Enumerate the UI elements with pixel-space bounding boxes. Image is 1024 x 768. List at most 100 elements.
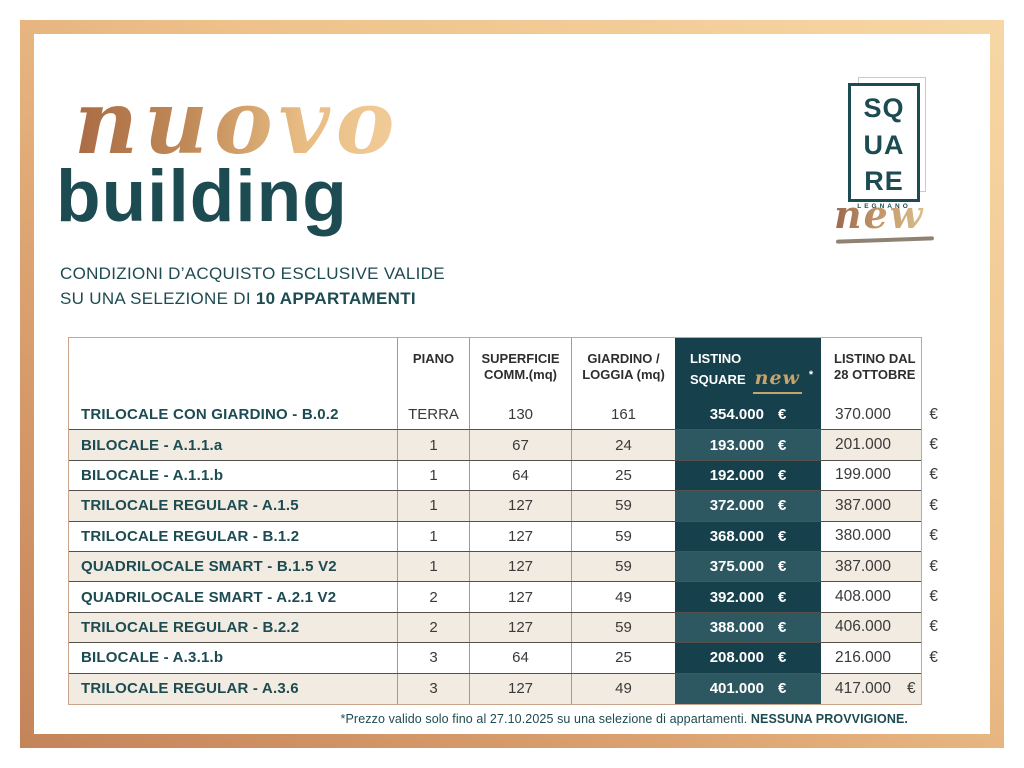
header-listino-square: LISTINO SQUARE new * (675, 338, 821, 400)
table-row: TRILOCALE REGULAR - B.2.2 2 127 59 388.000 €4… (69, 612, 938, 644)
apartment-name: TRILOCALE REGULAR - B.2.2 (81, 618, 300, 636)
listino-square-value: 354.000 (709, 406, 764, 424)
header-superficie-line1: SUPERFICIE (481, 351, 560, 366)
apartment-name: TRILOCALE REGULAR - B.1.2 (81, 527, 300, 545)
listino-square-value: 192.000 (709, 466, 764, 484)
euro-sign: € (929, 496, 938, 514)
header-piano-label: PIANO (412, 351, 455, 366)
header-superficie: SUPERFICIE COMM.(mq) (469, 338, 571, 400)
logo-city: LEGNANO (851, 203, 917, 210)
header-listino-line1: LISTINO (690, 351, 742, 366)
piano-value: 3 (397, 673, 469, 704)
euro-sign: € (777, 558, 787, 576)
header-listino-line2: SQUARE new * (690, 367, 813, 394)
header-new-script: new (752, 367, 802, 394)
listino-square-price: 375.000 € (675, 551, 821, 582)
piano-value: 1 (397, 491, 469, 521)
footer-note: *Prezzo valido solo fino al 27.10.2025 s… (68, 712, 908, 726)
apartment-name: BILOCALE - A.1.1.b (81, 466, 224, 484)
header-listino-dal: LISTINO DAL 28 OTTOBRE (821, 338, 921, 400)
header-giardino-line2: LOGGIA (mq) (582, 367, 665, 383)
table-row: TRILOCALE REGULAR - A.1.5 1 127 59 372.000 €3… (69, 491, 938, 522)
apartment-name: TRILOCALE REGULAR - A.3.6 (81, 680, 299, 698)
piano-value: 3 (397, 643, 469, 673)
subtitle-line1: CONDIZIONI D’ACQUISTO ESCLUSIVE VALIDE (60, 264, 445, 283)
piano-value: 1 (397, 551, 469, 582)
subtitle: CONDIZIONI D’ACQUISTO ESCLUSIVE VALIDE S… (60, 262, 445, 311)
table-body: TRILOCALE CON GIARDINO - B.0.2 TERRA 130 16… (69, 400, 938, 704)
apartment-name: TRILOCALE CON GIARDINO - B.0.2 (81, 406, 339, 424)
superficie-value: 64 (469, 643, 571, 673)
giardino-value: 59 (571, 612, 675, 643)
pricing-table: PIANO SUPERFICIE COMM.(mq) GIARDINO / LO… (68, 337, 938, 705)
listino-dal-price: 417.000 € (821, 674, 921, 704)
euro-sign: € (929, 466, 938, 484)
listino-square-price: 208.000 € (675, 643, 821, 673)
listino-dal-price: 406.000 € (821, 613, 938, 642)
piano-value: 2 (397, 582, 469, 612)
listino-square-value: 372.000 (709, 497, 764, 515)
superficie-value: 130 (469, 400, 571, 430)
table-row: BILOCALE - A.1.1.b 1 64 25 192.000 €199.000 € (69, 460, 938, 492)
superficie-value: 127 (469, 521, 571, 551)
listino-dal-value: 370.000 (835, 405, 892, 423)
header-square-word: SQUARE (690, 372, 746, 388)
square-logo: SQ UA RE LEGNANO (848, 83, 920, 210)
listino-dal-value: 387.000 (835, 496, 892, 514)
euro-sign: € (777, 466, 787, 484)
superficie-value: 127 (469, 673, 571, 704)
header-piano: PIANO (397, 338, 469, 400)
listino-dal-value: 417.000 (835, 679, 892, 697)
euro-sign: € (777, 649, 787, 667)
header-dal-line2: 28 OTTOBRE (834, 367, 916, 383)
listino-dal-value: 406.000 (835, 618, 892, 636)
apartment-name: BILOCALE - A.3.1.b (81, 649, 224, 667)
header-giardino-line1: GIARDINO / (587, 351, 660, 366)
table-row: TRILOCALE REGULAR - B.1.2 1 127 59 368.000 €3… (69, 521, 938, 552)
table-row: QUADRILOCALE SMART - A.2.1 V2 2 127 49 392.0… (69, 582, 938, 613)
header-asterisk: * (808, 369, 814, 382)
giardino-value: 49 (571, 582, 675, 612)
euro-sign: € (929, 648, 938, 666)
title-script-nuovo: nuovo (74, 70, 401, 174)
piano-value: 1 (397, 430, 469, 460)
euro-sign: € (929, 436, 938, 454)
logo-line-2: UA (863, 129, 905, 160)
listino-dal-value: 201.000 (835, 436, 892, 454)
giardino-value: 25 (571, 460, 675, 491)
giardino-value: 24 (571, 430, 675, 460)
footer-note-bold: NESSUNA PROVVIGIONE. (750, 712, 908, 726)
listino-square-value: 375.000 (709, 558, 764, 576)
listino-square-value: 368.000 (709, 527, 764, 545)
superficie-value: 127 (469, 612, 571, 643)
superficie-value: 127 (469, 551, 571, 582)
euro-sign: € (777, 497, 787, 515)
listino-square-value: 388.000 (709, 618, 764, 636)
logo-new-script: new (834, 192, 925, 237)
logo-line-1: SQ (863, 93, 905, 123)
listino-square-price: 193.000 € (675, 430, 821, 460)
giardino-value: 59 (571, 491, 675, 521)
listino-dal-price: 387.000 € (821, 491, 938, 520)
giardino-value: 161 (571, 400, 675, 430)
euro-sign: € (777, 436, 787, 454)
logo-line-3: RE (864, 166, 904, 197)
listino-square-value: 392.000 (709, 588, 764, 606)
listino-dal-price: 216.000 € (821, 643, 938, 672)
table-row: QUADRILOCALE SMART - B.1.5 V2 1 127 59 375.0… (69, 551, 938, 583)
superficie-value: 67 (469, 430, 571, 460)
header-giardino: GIARDINO / LOGGIA (mq) (571, 338, 675, 400)
listino-square-price: 401.000 € (675, 673, 821, 704)
giardino-value: 59 (571, 521, 675, 551)
apartment-name: TRILOCALE REGULAR - A.1.5 (81, 497, 299, 515)
table-row: BILOCALE - A.1.1.a 1 67 24 193.000 €201.000 € (69, 430, 938, 461)
euro-sign: € (907, 679, 916, 697)
listino-square-price: 392.000 € (675, 582, 821, 612)
listino-dal-price: 408.000 € (821, 582, 938, 611)
euro-sign: € (777, 527, 787, 545)
listino-dal-price: 370.000 € (821, 400, 938, 429)
listino-dal-price: 380.000 € (821, 522, 938, 551)
table-row: TRILOCALE CON GIARDINO - B.0.2 TERRA 130 16… (69, 400, 938, 431)
giardino-value: 49 (571, 673, 675, 704)
